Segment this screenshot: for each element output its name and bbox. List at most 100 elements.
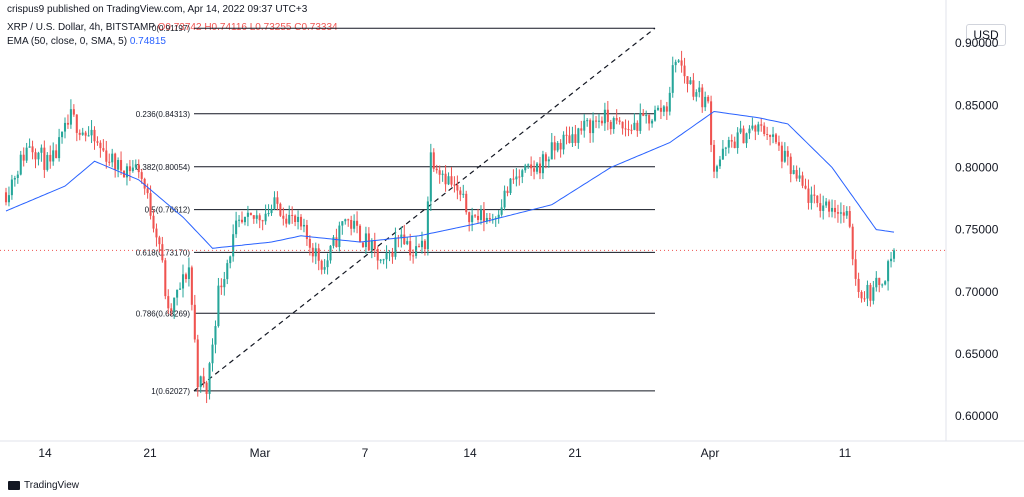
candle-body bbox=[807, 188, 810, 203]
x-tick-label: 21 bbox=[568, 446, 582, 460]
candle-body bbox=[571, 134, 574, 143]
candle-body bbox=[715, 166, 719, 172]
fib-level-label: 0.5(0.76612) bbox=[145, 206, 191, 215]
open-value: O0.73742 bbox=[157, 22, 202, 33]
candle-body bbox=[341, 221, 344, 226]
candle-body bbox=[869, 284, 872, 301]
candle-body bbox=[615, 118, 618, 121]
candle-body bbox=[373, 240, 376, 249]
candle-body bbox=[565, 134, 568, 136]
candle-body bbox=[379, 259, 382, 261]
candle-body bbox=[825, 201, 828, 206]
candle-body bbox=[46, 154, 49, 170]
candle-body bbox=[385, 253, 388, 260]
candle-body bbox=[500, 207, 503, 215]
candle-body bbox=[208, 363, 211, 394]
candle-body bbox=[7, 195, 10, 203]
candle-body bbox=[320, 260, 323, 270]
candle-body bbox=[264, 213, 267, 222]
candle-body bbox=[84, 132, 87, 136]
candle-body bbox=[420, 240, 424, 248]
x-tick-label: Mar bbox=[250, 446, 271, 460]
candle-body bbox=[409, 241, 412, 256]
candle-body bbox=[668, 92, 671, 112]
candle-body bbox=[639, 113, 642, 131]
candle-body bbox=[134, 164, 137, 168]
candle-body bbox=[707, 96, 710, 102]
candle-body bbox=[361, 242, 365, 247]
candle-body bbox=[562, 134, 565, 150]
candle-body bbox=[25, 147, 28, 161]
candle-body bbox=[400, 234, 403, 239]
candle-body bbox=[261, 220, 264, 222]
candle-body bbox=[391, 252, 394, 257]
candle-body bbox=[423, 240, 426, 250]
candle-body bbox=[353, 220, 356, 229]
candle-body bbox=[220, 285, 223, 288]
candle-body bbox=[152, 215, 155, 229]
candle-body bbox=[887, 261, 890, 282]
candle-body bbox=[683, 65, 686, 77]
candle-body bbox=[686, 76, 689, 85]
candle-body bbox=[367, 233, 370, 251]
candle-body bbox=[49, 154, 52, 162]
candle-body bbox=[541, 154, 544, 174]
candle-body bbox=[860, 291, 863, 299]
candle-body bbox=[842, 212, 845, 216]
candle-body bbox=[232, 234, 235, 257]
candle-body bbox=[426, 201, 429, 250]
candle-body bbox=[831, 207, 834, 212]
candle-body bbox=[55, 150, 58, 159]
candle-body bbox=[456, 184, 459, 191]
candle-body bbox=[87, 135, 90, 137]
fib-level-label: 0(0.91197) bbox=[152, 24, 190, 33]
candle-body bbox=[335, 237, 338, 248]
candle-body bbox=[285, 218, 288, 224]
candle-body bbox=[406, 241, 409, 245]
candle-body bbox=[589, 120, 592, 134]
candle-body bbox=[131, 167, 134, 172]
candle-body bbox=[863, 298, 866, 300]
candle-body bbox=[28, 146, 31, 148]
candle-body bbox=[447, 176, 450, 185]
candle-body bbox=[633, 122, 636, 130]
candle-body bbox=[544, 154, 547, 162]
candle-body bbox=[606, 109, 609, 122]
candle-body bbox=[238, 219, 241, 221]
candle-body bbox=[656, 107, 660, 110]
candle-body bbox=[777, 142, 780, 146]
candle-body bbox=[164, 260, 167, 297]
candle-body bbox=[851, 226, 854, 260]
candle-body bbox=[444, 173, 447, 185]
candle-body bbox=[243, 216, 246, 223]
candle-body bbox=[730, 140, 733, 142]
candle-body bbox=[364, 233, 367, 247]
candle-body bbox=[291, 214, 294, 216]
candle-body bbox=[772, 134, 775, 137]
candle-body bbox=[99, 142, 102, 149]
candle-body bbox=[497, 214, 500, 219]
high-value: H0.74116 bbox=[204, 22, 247, 33]
candle-body bbox=[476, 215, 480, 220]
candle-body bbox=[179, 288, 182, 290]
symbol-label[interactable]: XRP / U.S. Dollar, 4h, BITSTAMP bbox=[7, 22, 155, 33]
candle-body bbox=[833, 207, 837, 213]
candle-body bbox=[698, 87, 701, 93]
candle-body bbox=[618, 120, 621, 122]
candle-body bbox=[13, 177, 16, 180]
candle-body bbox=[305, 224, 308, 239]
candle-body bbox=[612, 118, 615, 130]
candle-body bbox=[125, 166, 128, 178]
indicator-label[interactable]: EMA (50, close, 0, SMA, 5) bbox=[7, 36, 128, 47]
candle-body bbox=[872, 287, 875, 301]
candle-body bbox=[828, 201, 831, 212]
currency-button[interactable]: USD bbox=[966, 24, 1006, 46]
fib-level-label: 0.382(0.80054) bbox=[136, 163, 191, 172]
candle-body bbox=[81, 132, 84, 135]
candle-body bbox=[453, 184, 456, 186]
candle-body bbox=[710, 101, 713, 145]
candle-body bbox=[199, 376, 202, 388]
candle-body bbox=[757, 124, 760, 132]
